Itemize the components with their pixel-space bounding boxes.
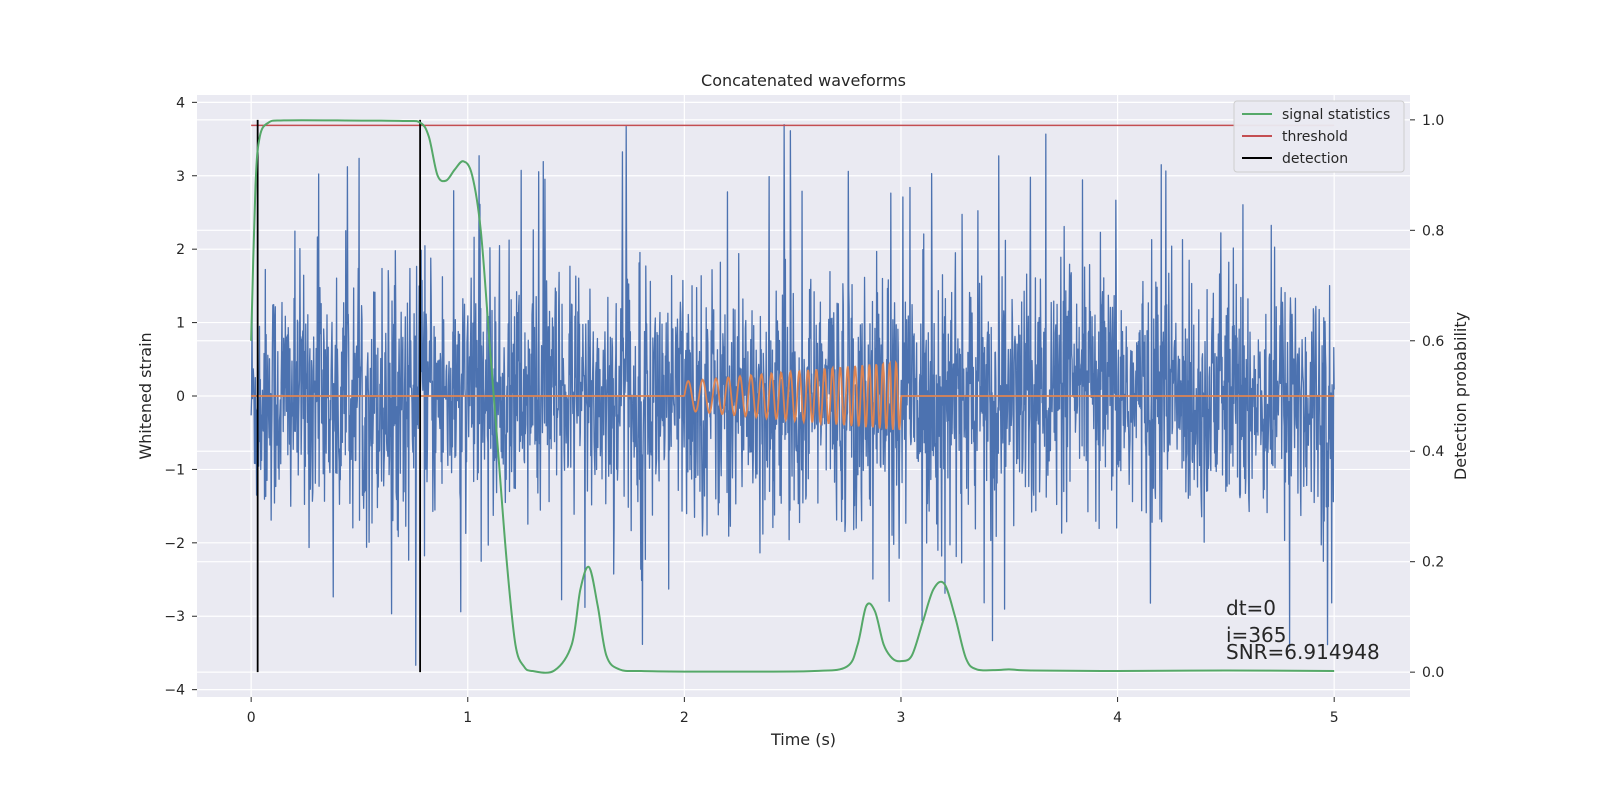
y-tick-label-0: −4 (164, 683, 185, 699)
y2-tick-label-4: 0.8 (1422, 223, 1444, 239)
legend-label-detection: detection (1282, 151, 1348, 167)
annotation-dt: dt=0 (1226, 596, 1276, 620)
y2-tick-label-1: 0.2 (1422, 555, 1444, 571)
series-injected-signal (251, 360, 1335, 431)
annotations: dt=0 i=365 SNR=6.914948 (1226, 596, 1380, 664)
x-tick-labels: 0 1 2 3 4 5 (247, 697, 1339, 726)
y-axis-label: Whitened strain (136, 332, 155, 459)
plot-series (250, 119, 1335, 674)
y-tick-label-4: 0 (176, 389, 185, 405)
grid (197, 95, 1410, 697)
x-tick-label-2: 2 (680, 710, 689, 726)
x-tick-label-1: 1 (463, 710, 472, 726)
x-tick-label-5: 5 (1330, 710, 1339, 726)
x-tick-label-3: 3 (897, 710, 906, 726)
y2-tick-labels: 0.0 0.2 0.4 0.6 0.8 1.0 (1410, 113, 1444, 681)
y-tick-label-1: −3 (164, 609, 185, 625)
annotation-i: i=365 (1226, 623, 1287, 647)
y-tick-label-8: 4 (176, 95, 185, 111)
y2-tick-label-5: 1.0 (1422, 113, 1444, 129)
legend-box (1233, 100, 1405, 173)
y2-tick-label-3: 0.6 (1422, 334, 1444, 350)
x-tick-label-0: 0 (247, 710, 256, 726)
legend: signal statistics threshold detection (1233, 100, 1405, 173)
x-axis-label: Time (s) (770, 730, 836, 749)
y-tick-label-6: 2 (176, 242, 185, 258)
y2-tick-label-2: 0.4 (1422, 444, 1444, 460)
legend-label-signal-statistics: signal statistics (1282, 107, 1390, 123)
y-tick-label-7: 3 (176, 169, 185, 185)
legend-label-threshold: threshold (1282, 129, 1348, 145)
annotation-snr: SNR=6.914948 (1226, 640, 1380, 664)
y2-tick-label-0: 0.0 (1422, 665, 1444, 681)
series-signal-statistics (250, 119, 1335, 674)
y-tick-label-2: −2 (164, 536, 185, 552)
chart-title: Concatenated waveforms (701, 71, 906, 90)
y2-axis-label: Detection probability (1451, 312, 1470, 480)
x-tick-label-4: 4 (1113, 710, 1122, 726)
y-tick-labels: −4 −3 −2 −1 0 1 2 3 4 (164, 95, 197, 699)
y-tick-label-5: 1 (176, 316, 185, 332)
y-tick-label-3: −1 (164, 462, 185, 478)
